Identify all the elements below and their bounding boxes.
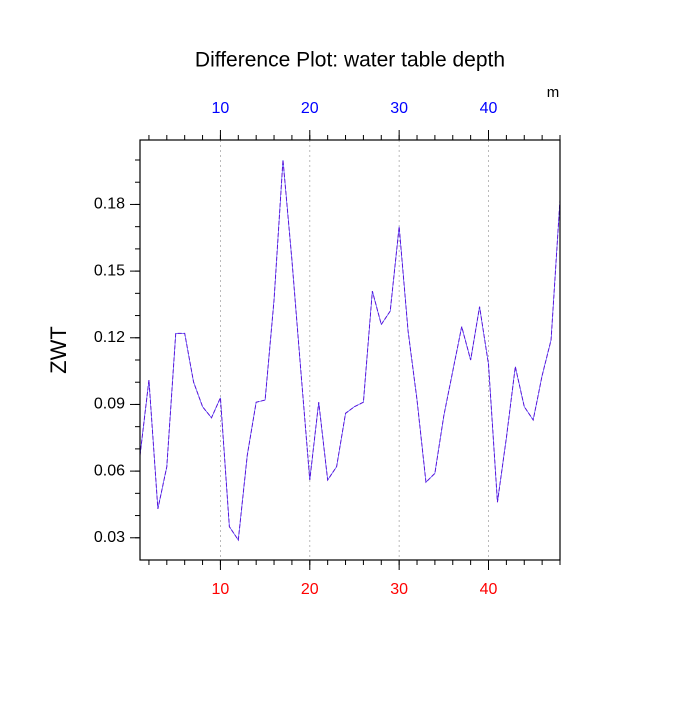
x2-tick-label: 40 — [480, 100, 498, 117]
x2-tick-label: 30 — [390, 100, 408, 117]
y-tick-label: 0.18 — [94, 196, 125, 213]
data-line — [139, 159, 561, 542]
x-tick-label: 10 — [212, 581, 230, 598]
x-tick-label: 30 — [390, 581, 408, 598]
y-axis-label: ZWT — [46, 326, 71, 374]
y-tick-label: 0.15 — [94, 262, 125, 279]
x-tick-label: 20 — [301, 581, 319, 598]
y-tick-label: 0.03 — [94, 529, 125, 546]
x-tick-label: 40 — [480, 581, 498, 598]
y-tick-label: 0.06 — [94, 462, 125, 479]
y-tick-label: 0.12 — [94, 329, 125, 346]
x2-axis-label: m — [547, 84, 560, 101]
plot-frame — [139, 139, 561, 561]
x2-tick-label: 10 — [212, 100, 230, 117]
chart-title: Difference Plot: water table depth — [195, 49, 505, 72]
x2-tick-label: 20 — [301, 100, 319, 117]
y-tick-label: 0.09 — [94, 396, 125, 413]
